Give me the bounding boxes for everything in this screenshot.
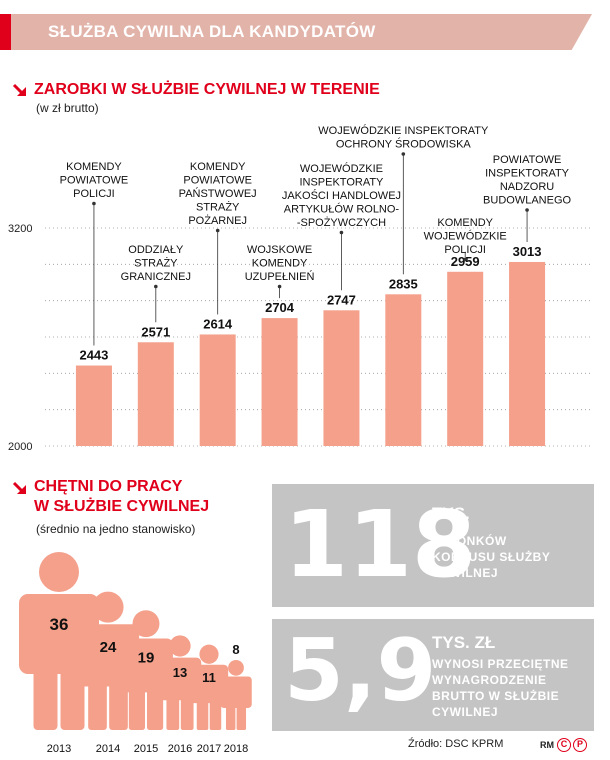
bar: [199, 334, 236, 446]
bar: [385, 294, 422, 446]
category-label: POLICJI: [444, 244, 486, 256]
stat-unit: TYS.: [432, 504, 470, 523]
person-value-label: 36: [50, 615, 69, 634]
category-label: BUDOWLANEGO: [483, 195, 571, 207]
leader-dot: [277, 284, 282, 289]
bar: [261, 318, 298, 446]
category-label: POWIATOWE: [60, 175, 129, 187]
bar: [447, 271, 484, 446]
year-label: 2017: [197, 743, 221, 755]
banner-background: [11, 14, 592, 50]
person-figure: [220, 659, 252, 730]
category-label: STRAŻY: [196, 201, 240, 214]
leader-dot: [215, 228, 220, 233]
person-value-label: 24: [100, 639, 117, 656]
category-label: KOMENDY: [190, 161, 246, 173]
salary-bar-chart: 200032002443KOMENDYPOWIATOWEPOLICJI2571O…: [8, 124, 590, 453]
stat-number: 5,9: [284, 621, 437, 721]
salary-section-subtitle: (w zł brutto): [36, 101, 99, 115]
category-label: ODDZIAŁY: [128, 244, 184, 256]
category-label: UZUPEŁNIEŃ: [245, 270, 315, 283]
year-label: 2015: [134, 743, 158, 755]
leader-dot: [401, 152, 406, 156]
category-label: NADZORU: [500, 181, 554, 193]
copyright-c-icon: C: [557, 738, 571, 752]
applicants-section-subtitle: (średnio na jedno stanowisko): [36, 522, 196, 536]
person-value-label: 13: [173, 665, 187, 680]
arrow-down-right-icon: [12, 83, 26, 96]
leader-dot: [154, 284, 158, 289]
person-value-label: 8: [232, 642, 239, 657]
bar-value-label: 3013: [513, 244, 542, 259]
leader-dot: [463, 257, 467, 262]
year-label: 2018: [224, 743, 248, 755]
category-label: WOJSKOWE: [247, 244, 312, 256]
category-label: POWIATOWE: [183, 175, 252, 187]
category-label: POŻARNEJ: [188, 214, 247, 227]
stat-number: 118: [284, 491, 477, 598]
year-label: 2016: [168, 743, 192, 755]
person-figure: [19, 552, 99, 730]
leader-dot: [339, 230, 344, 235]
category-label: POWIATOWE: [493, 154, 562, 166]
year-label: 2013: [47, 743, 71, 755]
category-label: POLICJI: [73, 188, 115, 200]
bar-value-label: 2571: [141, 324, 170, 339]
category-label: PAŃSTWOWEJ: [179, 187, 257, 200]
category-label: WOJEWÓDZKIE: [300, 162, 383, 175]
y-tick-label: 2000: [8, 441, 32, 453]
stat-unit: TYS. ZŁ: [432, 633, 496, 652]
category-label: WOJEWÓDZKIE: [424, 230, 507, 243]
stat-box-members: 118 TYS. CZŁONKÓW KORPUSU SŁUŻBY CYWILNE…: [272, 484, 594, 607]
applicants-section-title-line1: CHĘTNI DO PRACY: [34, 478, 183, 495]
category-label: GRANICZNEJ: [121, 271, 191, 283]
applicants-section-title-line2: W SŁUŻBIE CYWILNEJ: [34, 498, 210, 515]
bar: [323, 310, 360, 446]
person-figure: [189, 644, 229, 730]
category-label: ARTYKUŁÓW ROLNO-: [284, 203, 400, 216]
copyright-p-icon: P: [573, 738, 587, 752]
stat-box-salary: 5,9 TYS. ZŁ WYNOSI PRZECIĘTNE WYNAGRODZE…: [272, 619, 594, 731]
category-label: -SPOŻYWCZYCH: [297, 216, 386, 229]
person-figure: [76, 591, 140, 730]
bar-value-label: 2614: [203, 316, 233, 331]
salary-section-title: ZAROBKI W SŁUŻBIE CYWILNEJ W TERENIE: [34, 81, 380, 98]
bar-value-label: 2835: [389, 276, 418, 291]
person-value-label: 11: [202, 670, 216, 685]
year-label: 2014: [96, 743, 120, 755]
category-label: KOMENDY: [252, 258, 308, 270]
stat-description: WYNOSI PRZECIĘTNE WYNAGRODZENIE BRUTTO W…: [432, 657, 569, 719]
page-title: SŁUŻBA CYWILNA DLA KANDYDATÓW: [48, 22, 376, 41]
bar: [75, 365, 112, 446]
banner-accent-stripe: [0, 14, 11, 50]
bar: [509, 261, 546, 446]
author-credit: RM: [540, 740, 554, 750]
category-label: OCHRONY ŚRODOWISKA: [336, 138, 472, 151]
person-figure: [119, 610, 173, 730]
person-figure: [158, 635, 202, 730]
category-label: STRAŻY: [134, 257, 178, 270]
category-label: KOMENDY: [437, 217, 493, 229]
y-tick-label: 3200: [8, 223, 32, 235]
stat-description: CZŁONKÓW KORPUSU SŁUŻBY CYWILNEJ: [432, 534, 551, 580]
bar-value-label: 2747: [327, 292, 356, 307]
category-label: KOMENDY: [66, 161, 122, 173]
source-note: Źródło: DSC KPRM: [408, 738, 504, 750]
category-label: INSPEKTORATY: [485, 168, 570, 180]
category-label: WOJEWÓDZKIE INSPEKTORATY: [318, 124, 489, 137]
category-label: INSPEKTORATY: [299, 177, 384, 189]
header-banner: [0, 14, 592, 50]
person-value-label: 19: [138, 650, 155, 667]
leader-dot: [92, 201, 96, 206]
leader-dot: [525, 208, 529, 212]
bar: [137, 342, 174, 446]
bar-value-label: 2704: [265, 300, 295, 315]
bar-value-label: 2443: [79, 348, 108, 363]
category-label: JAKOŚCI HANDLOWEJ: [282, 189, 401, 202]
arrow-down-right-icon: [12, 481, 26, 494]
